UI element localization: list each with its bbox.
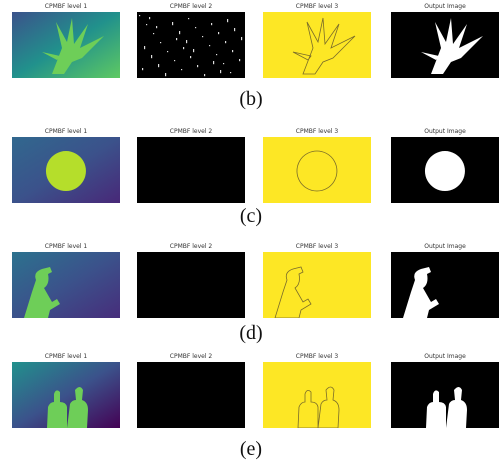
image-panel: [12, 362, 120, 428]
panel-title: CPMBF level 1: [11, 353, 121, 360]
panel-image: [12, 12, 120, 78]
panel-image: [12, 137, 120, 203]
panel-title: CPMBF level 2: [136, 353, 246, 360]
panel-title: CPMBF level 3: [262, 128, 372, 135]
panel-image: [391, 137, 499, 203]
panel-title: CPMBF level 3: [262, 3, 372, 10]
panel-title: Output Image: [390, 243, 500, 250]
panel-image: [137, 362, 245, 428]
image-panel: [137, 137, 245, 203]
panel-title: CPMBF level 2: [136, 3, 246, 10]
image-panel: [391, 252, 499, 318]
figure-page: {"figure": {"rows": [ {"caption": "(b)",…: [0, 0, 502, 471]
image-panel: [137, 252, 245, 318]
panel-title: CPMBF level 3: [262, 243, 372, 250]
panel-image: [263, 252, 371, 318]
panel-image: [391, 252, 499, 318]
panel-image: [12, 252, 120, 318]
image-panel: [391, 12, 499, 78]
panel-title: CPMBF level 1: [11, 243, 121, 250]
image-panel: [391, 362, 499, 428]
image-panel: [137, 362, 245, 428]
image-panel: [263, 137, 371, 203]
panel-title: Output Image: [390, 353, 500, 360]
panel-image: [263, 362, 371, 428]
panel-title: CPMBF level 1: [11, 3, 121, 10]
figure-caption: (d): [0, 322, 502, 345]
image-panel: [137, 12, 245, 78]
panel-image: [137, 12, 245, 78]
image-panel: [263, 12, 371, 78]
figure-caption: (b): [0, 88, 502, 111]
panel-title: CPMBF level 2: [136, 128, 246, 135]
figure-caption: (c): [0, 205, 502, 228]
panel-image: [12, 362, 120, 428]
image-panel: [12, 12, 120, 78]
panel-title: Output Image: [390, 3, 500, 10]
image-panel: [391, 137, 499, 203]
image-panel: [263, 362, 371, 428]
panel-image: [137, 252, 245, 318]
panel-image: [137, 137, 245, 203]
panel-image: [263, 12, 371, 78]
panel-title: CPMBF level 2: [136, 243, 246, 250]
panel-title: CPMBF level 3: [262, 353, 372, 360]
panel-image: [391, 12, 499, 78]
figure-caption: (e): [0, 438, 502, 461]
panel-title: Output Image: [390, 128, 500, 135]
image-panel: [12, 137, 120, 203]
image-panel: [12, 252, 120, 318]
panel-image: [263, 137, 371, 203]
image-panel: [263, 252, 371, 318]
panel-title: CPMBF level 1: [11, 128, 121, 135]
panel-image: [391, 362, 499, 428]
